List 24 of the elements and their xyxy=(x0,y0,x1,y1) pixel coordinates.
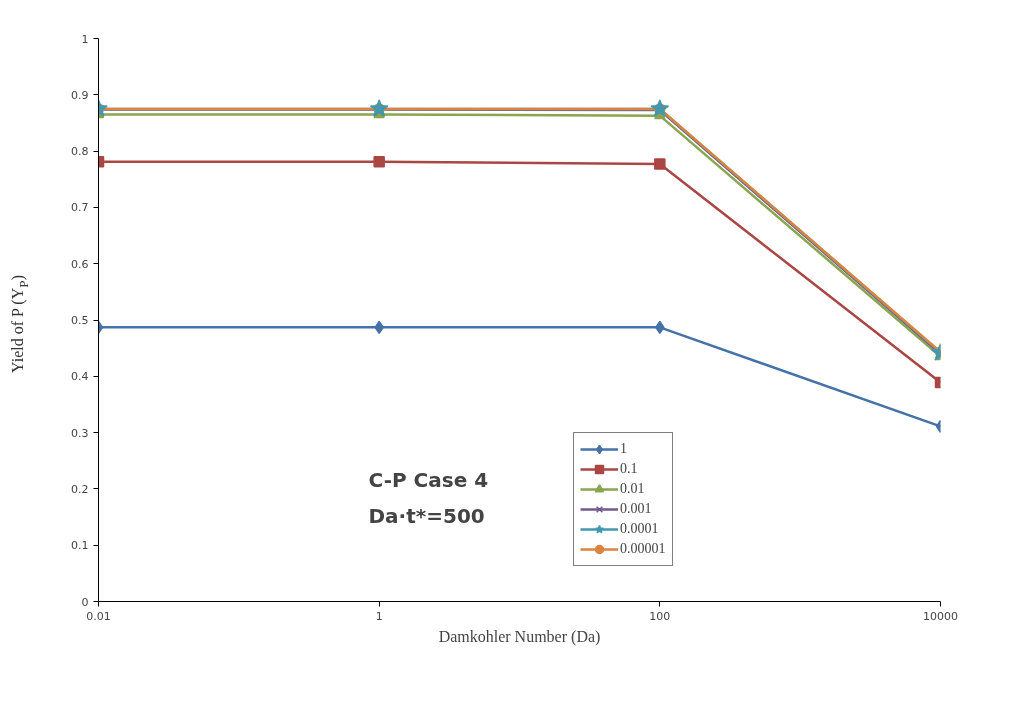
annotation: Da·t*=500 xyxy=(368,503,485,528)
x-axis-title: Damkohler Number (Da) xyxy=(438,627,601,646)
y-tick-label: 0.2 xyxy=(71,482,89,496)
legend-label: 0.001 xyxy=(620,501,652,517)
legend-label: 0.00001 xyxy=(620,541,666,557)
y-tick-label: 0.4 xyxy=(71,370,89,384)
y-tick-label: 0.5 xyxy=(71,314,89,327)
y-tick-label: 0.1 xyxy=(71,539,89,553)
y-tick-label: 0.8 xyxy=(71,145,89,159)
x-tick-label: 0.01 xyxy=(86,609,111,623)
legend-label: 0.01 xyxy=(620,481,645,497)
y-tick-label: 0.6 xyxy=(71,257,89,271)
y-tick-label: 0 xyxy=(81,595,89,609)
legend-label: 0.1 xyxy=(620,461,639,477)
y-tick-label: 0.9 xyxy=(71,88,89,102)
x-tick-label: 1 xyxy=(375,609,383,623)
y-tick-label: 0.7 xyxy=(71,201,89,215)
legend-label: 0.0001 xyxy=(620,521,659,537)
x-tick-label: 10000 xyxy=(923,609,958,623)
y-tick-label: 0.3 xyxy=(71,426,89,440)
x-tick-label: 100 xyxy=(649,609,671,623)
y-tick-label: 1 xyxy=(81,32,89,46)
legend-label: 1 xyxy=(620,441,628,457)
annotation: C-P Case 4 xyxy=(368,467,489,492)
